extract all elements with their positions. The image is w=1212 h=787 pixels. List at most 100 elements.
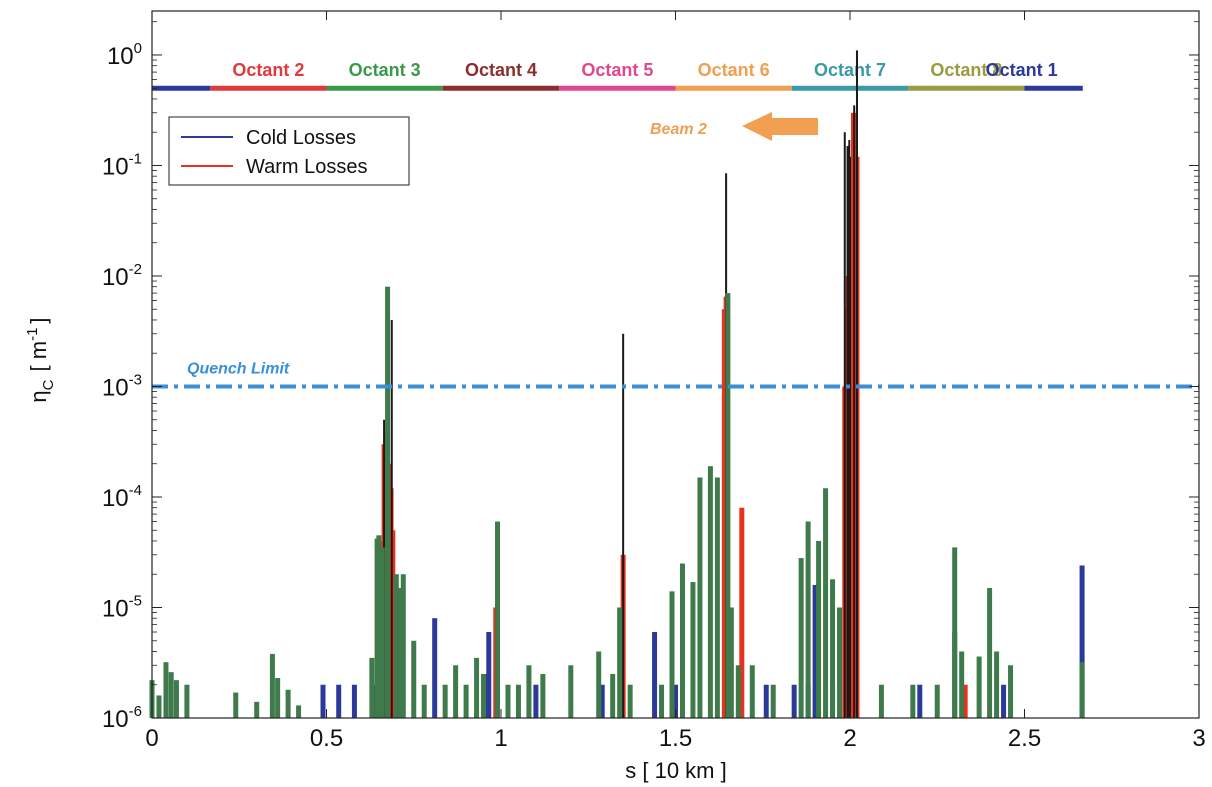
bar-series-3	[728, 607, 734, 718]
bar-series-3	[269, 653, 275, 718]
bar-cold-losses	[917, 684, 923, 718]
bar-cold-losses	[763, 684, 769, 718]
bar-series-3	[376, 535, 382, 718]
bar-series-3	[254, 701, 260, 718]
beam-label: Beam 2	[650, 121, 707, 138]
bar-series-3	[453, 665, 459, 718]
bar-series-3	[421, 684, 427, 718]
bar-series-3	[725, 293, 731, 718]
bar-series-3	[173, 680, 179, 718]
bar-series-3	[233, 692, 239, 718]
bar-series-3	[163, 662, 169, 718]
bar-series-3	[1008, 665, 1014, 718]
bar-series-3	[610, 674, 616, 718]
bar-series-3	[805, 521, 811, 718]
quench-limit-group: Quench Limit	[152, 360, 1199, 389]
octant-label: Octant 5	[581, 60, 653, 80]
bar-series-3	[910, 684, 916, 718]
y-tick-label: 10-4	[102, 482, 142, 512]
bar-series-2	[843, 132, 846, 719]
bar-series-3	[168, 672, 174, 718]
y-axis-label-unit-sup: -1	[24, 328, 41, 341]
beam-arrow-icon	[742, 112, 818, 141]
bar-series-3	[442, 684, 448, 718]
bar-series-3	[816, 540, 822, 718]
bar-series-3	[411, 640, 417, 718]
bar-series-2	[846, 146, 849, 719]
octant-label: Octant 8	[930, 60, 1002, 80]
octant-label: Octant 3	[349, 60, 421, 80]
x-tick-label: 0	[145, 725, 158, 752]
x-tick-label: 0.5	[310, 725, 343, 752]
x-tick-label: 2	[843, 725, 856, 752]
y-axis-label-symbol: η	[26, 390, 51, 402]
bar-series-3	[505, 684, 511, 718]
x-tick-label: 1.5	[659, 725, 692, 752]
bar-series-3	[1079, 662, 1085, 718]
bar-series-3	[296, 705, 302, 718]
bar-series-3	[735, 665, 741, 718]
bar-series-3	[697, 477, 703, 718]
bar-series-3	[959, 651, 965, 718]
y-tick-label: 100	[107, 40, 142, 70]
bar-series-3	[770, 684, 776, 718]
quench-limit-label: Quench Limit	[187, 360, 290, 377]
y-tick-label: 10-5	[102, 592, 142, 622]
x-tick-label: 3	[1192, 725, 1205, 752]
legend-label-cold: Cold Losses	[246, 127, 356, 149]
y-axis-label-unit: [ m	[26, 341, 51, 372]
bar-series-3	[385, 286, 391, 718]
bar-series-2	[849, 156, 851, 719]
octant-band: Octant 2 Octant 3 Octant 4 Octant 5 Octant 6…	[152, 60, 1083, 91]
octant-label: Octant 4	[465, 60, 537, 80]
octant-label: Octant 1	[986, 60, 1058, 80]
bar-series-3	[798, 558, 804, 718]
bar-series-3	[184, 684, 190, 718]
y-axis-label-unit-close: ]	[26, 317, 51, 323]
bar-series-3	[397, 588, 403, 718]
y-axis: 10-6 10-5 10-4 10-3 10-2 10-1 100	[102, 21, 1199, 733]
svg-text:ηC[ m-1]: ηC [ m-1]	[24, 317, 57, 402]
bar-series-3	[679, 563, 685, 718]
bar-warm-losses	[390, 530, 396, 718]
bar-series-2	[390, 319, 393, 718]
y-tick-label: 10-3	[102, 371, 142, 401]
bar-cold-losses	[432, 618, 438, 718]
bar-cold-losses	[486, 632, 492, 718]
legend-label-warm: Warm Losses	[246, 156, 368, 178]
bar-cold-losses	[673, 684, 678, 718]
bar-series-3	[474, 657, 480, 718]
bar-series-3	[495, 521, 501, 718]
bar-series-3	[627, 684, 633, 718]
bar-series-3	[568, 665, 574, 718]
x-axis-label: s [ 10 km ]	[625, 758, 726, 783]
beam-annotation: Beam 2	[650, 112, 818, 141]
bar-series-3	[379, 547, 385, 718]
bar-series-3	[749, 665, 755, 718]
bar-warm-losses	[739, 507, 745, 718]
bar-cold-losses	[533, 684, 539, 718]
bar-series-2	[855, 50, 858, 718]
y-tick-label: 10-2	[102, 261, 142, 291]
octant-label: Octant 6	[698, 60, 770, 80]
y-axis-label-subscript: C	[40, 379, 57, 390]
bar-series-3	[878, 684, 884, 718]
bar-series-2	[622, 333, 625, 718]
bar-series-3	[987, 588, 993, 718]
bar-series-3	[976, 656, 982, 718]
legend-box	[168, 116, 410, 186]
y-tick-label: 10-1	[102, 150, 142, 180]
y-axis-label: ηC [ m-1]	[24, 317, 57, 402]
bar-series-3	[481, 674, 487, 718]
bar-series-3	[830, 579, 836, 718]
bars-group	[149, 50, 1085, 719]
bar-series-3	[823, 488, 829, 718]
bar-series-3	[596, 651, 602, 718]
bar-series-3	[659, 684, 665, 718]
bar-series-3	[369, 657, 375, 718]
bar-cold-losses	[351, 684, 357, 718]
bar-series-3	[463, 684, 469, 718]
bar-series-3	[400, 574, 406, 718]
bar-series-3	[515, 684, 521, 718]
